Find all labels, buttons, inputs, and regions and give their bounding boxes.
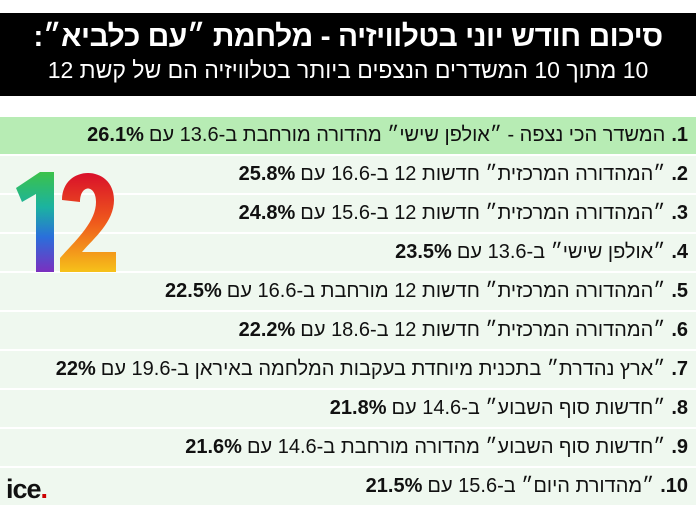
program-description: המשדר הכי נצפה - ״אולפן שישי״ מהדורה מור… [148, 124, 666, 146]
rating-percent: 22.2% [238, 319, 296, 341]
list-item: 6. ״המהדורה המרכזית״ חדשות 12 ב-18.6 עם 22… [0, 312, 696, 349]
ice-logo: ice. [6, 474, 48, 504]
program-description: ״המהדורה המרכזית״ חדשות 12 ב-15.6 עם [300, 202, 666, 224]
rating-percent: 21.8% [329, 397, 387, 419]
program-description: ״חדשות סוף השבוע״ ב-14.6 עם [391, 397, 666, 419]
rank-number: 9. [671, 436, 688, 458]
program-description: ״המהדורה המרכזית״ חדשות 12 ב-18.6 עם [300, 319, 666, 341]
list-item: 5. ״המהדורה המרכזית״ חדשות 12 מורחבת ב-16… [0, 273, 696, 310]
rating-percent: 26.1% [87, 124, 144, 146]
rank-number: 7. [671, 358, 688, 380]
page-subtitle: 10 מתוך 10 המשדרים הנצפים ביותר בטלוויזי… [47, 57, 649, 83]
list-item: 2. ״המהדורה המרכזית״ חדשות 12 ב-16.6 עם 25… [0, 156, 696, 193]
program-description: ״מהדורת היום״ ב-15.6 עם [427, 475, 655, 497]
rating-percent: 21.6% [185, 436, 242, 458]
channel-12-logo [16, 172, 116, 272]
list-item: 7. ״ארץ נהדרת״ בתכנית מיוחדת בעקבות המלחמ… [0, 351, 696, 388]
rating-percent: 21.5% [365, 475, 423, 497]
rating-percent: 22.5% [165, 280, 222, 302]
rank-number: 6. [671, 319, 688, 341]
rating-percent: 22% [55, 358, 96, 380]
rating-percent: 24.8% [238, 202, 296, 224]
list-item: 3. ״המהדורה המרכזית״ חדשות 12 ב-15.6 עם 24… [0, 195, 696, 232]
program-description: ״חדשות סוף השבוע״ מהדורה מורחבת ב-14.6 ע… [246, 436, 666, 458]
rank-number: 1. [671, 124, 688, 146]
rank-number: 8. [671, 397, 688, 419]
rank-number: 4. [671, 241, 688, 263]
rank-number: 10. [660, 475, 688, 497]
list-item: 10. ״מהדורת היום״ ב-15.6 עם 21.5% [0, 468, 696, 505]
page-title: סיכום חודש יוני בטלוויזיה - מלחמת ״עם כל… [33, 20, 663, 53]
list-item: 9. ״חדשות סוף השבוע״ מהדורה מורחבת ב-14.6… [0, 429, 696, 466]
program-description: ״ארץ נהדרת״ בתכנית מיוחדת בעקבות המלחמה … [100, 358, 666, 380]
rank-number: 2. [671, 163, 688, 185]
program-description: ״אולפן שישי״ ב-13.6 עם [456, 241, 666, 263]
header-banner: סיכום חודש יוני בטלוויזיה - מלחמת ״עם כל… [0, 13, 696, 96]
rating-percent: 23.5% [395, 241, 452, 263]
program-description: ״המהדורה המרכזית״ חדשות 12 מורחבת ב-16.6… [226, 280, 666, 302]
program-description: ״המהדורה המרכזית״ חדשות 12 ב-16.6 עם [300, 163, 666, 185]
list-item: 8. ״חדשות סוף השבוע״ ב-14.6 עם 21.8% [0, 390, 696, 427]
rank-number: 3. [671, 202, 688, 224]
ranking-list: 1. המשדר הכי נצפה - ״אולפן שישי״ מהדורה מ… [0, 117, 696, 507]
rank-number: 5. [671, 280, 688, 302]
list-item: 1. המשדר הכי נצפה - ״אולפן שישי״ מהדורה מ… [0, 117, 696, 154]
rating-percent: 25.8% [238, 163, 296, 185]
